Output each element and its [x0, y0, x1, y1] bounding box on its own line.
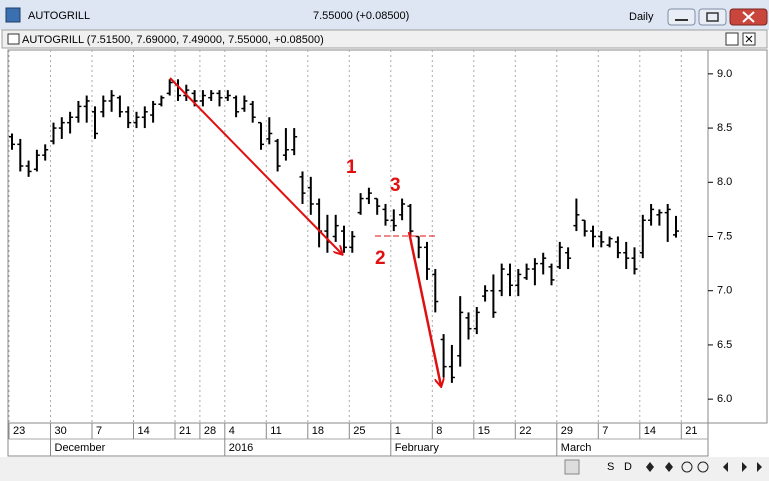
month-label: February — [395, 442, 440, 454]
fit-icon[interactable] — [646, 462, 654, 472]
toolbar — [0, 457, 769, 481]
scroll-left[interactable] — [723, 462, 728, 472]
close-chart-icon — [745, 35, 753, 43]
minimize-button[interactable] — [667, 8, 696, 26]
y-tick-label: 6.0 — [717, 393, 732, 405]
quote: 7.55000 (+0.08500) — [313, 10, 409, 22]
close-icon — [742, 11, 755, 23]
plot: 6.06.57.07.58.08.59.023 30 7 14 21 28 4 11 18 25 1… — [8, 50, 732, 456]
x-tick-label: 8 — [436, 425, 442, 437]
x-tick-label: 23 — [13, 425, 25, 437]
month-label: 2016 — [229, 442, 253, 454]
y-tick-label: 8.5 — [717, 122, 732, 134]
chart-title: AUTOGRILL (7.51500, 7.69000, 7.49000, 7.… — [22, 34, 324, 46]
title-bar — [0, 0, 769, 30]
chart-icon — [7, 33, 20, 45]
x-tick-label: 7 — [602, 425, 608, 437]
x-tick-label: 7 — [96, 425, 102, 437]
x-tick-label: 29 — [561, 425, 573, 437]
x-tick-label: 15 — [478, 425, 490, 437]
annotation: 1 — [346, 157, 357, 178]
trend-arrow — [407, 231, 441, 386]
x-tick-label: 28 — [204, 425, 216, 437]
period: Daily — [629, 11, 654, 23]
annotation: 2 — [375, 248, 386, 269]
toolbar-button[interactable]: D — [624, 461, 632, 473]
toolbar-button[interactable]: S — [607, 461, 614, 473]
chart-header — [1, 29, 768, 49]
month-label: December — [55, 442, 106, 454]
x-tick-label: 4 — [229, 425, 235, 437]
x-tick-label: 18 — [312, 425, 324, 437]
maximize-button[interactable] — [698, 8, 727, 26]
window-title: AUTOGRILL — [28, 10, 90, 22]
month-label: March — [561, 442, 592, 454]
y-tick-label: 7.5 — [717, 230, 732, 242]
y-tick-label: 9.0 — [717, 68, 732, 80]
x-tick-label: 22 — [519, 425, 531, 437]
y-tick-label: 7.0 — [717, 285, 732, 297]
fit-icon[interactable] — [665, 462, 673, 472]
app-icon — [5, 7, 21, 23]
x-tick-label: 14 — [138, 425, 150, 437]
x-tick-label: 14 — [644, 425, 656, 437]
y-tick-label: 6.5 — [717, 339, 732, 351]
annotation: 3 — [390, 175, 401, 196]
scroll-thumb[interactable] — [564, 459, 580, 475]
x-tick-label: 11 — [270, 425, 281, 437]
maximize-icon — [706, 12, 719, 22]
restore-button[interactable] — [725, 32, 739, 46]
x-tick-label: 21 — [685, 425, 697, 437]
zoom-in[interactable] — [697, 461, 709, 473]
zoom-out[interactable] — [681, 461, 693, 473]
plot-area — [7, 49, 709, 424]
toolbar-icons — [646, 461, 762, 473]
y-tick-label: 8.0 — [717, 176, 732, 188]
x-tick-label: 25 — [353, 425, 365, 437]
x-tick-label: 21 — [179, 425, 191, 437]
scroll-end[interactable] — [757, 462, 762, 472]
x-tick-label: 30 — [55, 425, 67, 437]
scroll-right[interactable] — [742, 462, 747, 472]
x-tick-label: 1 — [395, 425, 401, 437]
trend-arrow — [169, 77, 342, 254]
y-axis-panel — [707, 49, 768, 424]
